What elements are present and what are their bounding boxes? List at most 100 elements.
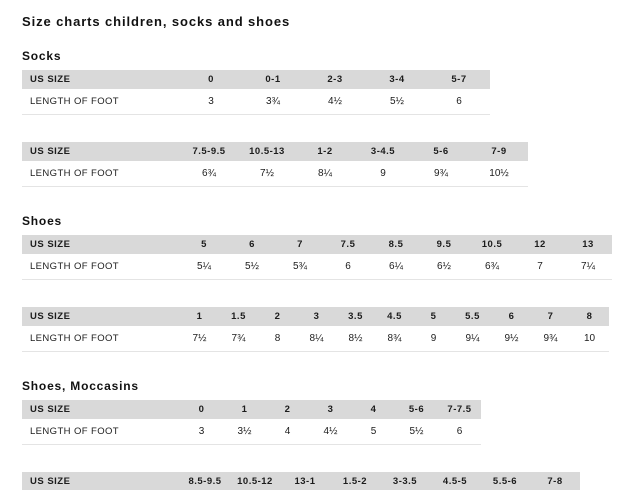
us-size-cell: 2 — [266, 400, 309, 419]
section-heading: Shoes — [22, 214, 63, 228]
us-size-cell: 5-6 — [395, 400, 438, 419]
sections-container: Socks US SIZE 0 0-1 2-3 3-4 5-7 LENGTH OF FOOT 3… — [22, 49, 634, 490]
length-of-foot-cell: 3¾ — [242, 89, 304, 115]
length-of-foot-cell: 6¾ — [180, 161, 238, 187]
length-of-foot-cell: 3 — [180, 89, 242, 115]
length-of-foot-cell: 4½ — [304, 89, 366, 115]
us-size-cell: 0-1 — [242, 70, 304, 89]
us-size-cell: 7 — [276, 235, 324, 254]
table-value-row: LENGTH OF FOOT 3 3¾ 4½ 5½ 6 — [22, 89, 490, 115]
length-of-foot-cell: 5½ — [366, 89, 428, 115]
length-of-foot-cell: 4½ — [309, 419, 352, 445]
length-of-foot-cell: 10 — [570, 326, 609, 352]
us-size-cell: 2 — [258, 307, 297, 326]
section-shoes: Shoes US SIZE 5 6 7 7.5 8.5 9.5 10.5 12 13 LENGTH O… — [22, 214, 634, 352]
us-size-cell: 8.5 — [372, 235, 420, 254]
length-of-foot-cell: 7½ — [238, 161, 296, 187]
size-table: US SIZE 8.5-9.5 10.5-12 13-1 1.5-2 3-3.5 4.5-5… — [22, 472, 580, 490]
us-size-cell: 6 — [492, 307, 531, 326]
us-size-cell: 13-1 — [280, 472, 330, 490]
length-of-foot-cell: 9½ — [492, 326, 531, 352]
us-size-cell: 4.5-5 — [430, 472, 480, 490]
us-size-cell: 7 — [531, 307, 570, 326]
size-table: US SIZE 1 1.5 2 3 3.5 4.5 5 5.5 6 7 8 LENGTH OF FOOT… — [22, 307, 609, 352]
length-of-foot-cell: 5¾ — [276, 254, 324, 280]
length-of-foot-label: LENGTH OF FOOT — [22, 161, 180, 187]
length-of-foot-cell: 6 — [438, 419, 481, 445]
length-of-foot-cell: 6 — [428, 89, 490, 115]
length-of-foot-label: LENGTH OF FOOT — [22, 419, 180, 445]
us-size-cell: 7-7.5 — [438, 400, 481, 419]
us-size-cell: 4.5 — [375, 307, 414, 326]
length-of-foot-cell: 4 — [266, 419, 309, 445]
length-of-foot-cell: 6¾ — [468, 254, 516, 280]
us-size-cell: 2-3 — [304, 70, 366, 89]
length-of-foot-cell: 9¾ — [412, 161, 470, 187]
us-size-cell: 5 — [414, 307, 453, 326]
us-size-cell: 7.5 — [324, 235, 372, 254]
us-size-cell: 5-7 — [428, 70, 490, 89]
length-of-foot-cell: 8¼ — [297, 326, 336, 352]
us-size-cell: 3 — [309, 400, 352, 419]
us-size-cell: 3-4 — [366, 70, 428, 89]
us-size-cell: 8.5-9.5 — [180, 472, 230, 490]
us-size-cell: 1 — [180, 307, 219, 326]
length-of-foot-cell: 7¼ — [564, 254, 612, 280]
section-heading: Shoes, Moccasins — [22, 379, 139, 393]
us-size-cell: 1.5-2 — [330, 472, 380, 490]
us-size-cell: 0 — [180, 70, 242, 89]
table-value-row: LENGTH OF FOOT 7½ 7¾ 8 8¼ 8½ 8¾ 9 9¼ 9½ 9¾ 10 — [22, 326, 609, 352]
us-size-cell: 7-8 — [530, 472, 580, 490]
length-of-foot-cell: 6¼ — [372, 254, 420, 280]
length-of-foot-cell: 3 — [180, 419, 223, 445]
length-of-foot-cell: 9¾ — [531, 326, 570, 352]
length-of-foot-label: LENGTH OF FOOT — [22, 89, 180, 115]
length-of-foot-cell: 9 — [354, 161, 412, 187]
us-size-label: US SIZE — [22, 235, 180, 254]
us-size-cell: 6 — [228, 235, 276, 254]
table-header-row: US SIZE 0 1 2 3 4 5-6 7-7.5 — [22, 400, 481, 419]
size-table: US SIZE 0 1 2 3 4 5-6 7-7.5 LENGTH OF FOOT 3 3½ 4 4½… — [22, 400, 481, 445]
us-size-label: US SIZE — [22, 307, 180, 326]
length-of-foot-cell: 6½ — [420, 254, 468, 280]
size-table: US SIZE 7.5-9.5 10.5-13 1-2 3-4.5 5-6 7-9 LENGT… — [22, 142, 528, 187]
length-of-foot-cell: 9¼ — [453, 326, 492, 352]
length-of-foot-cell: 9 — [414, 326, 453, 352]
us-size-cell: 0 — [180, 400, 223, 419]
us-size-cell: 7-9 — [470, 142, 528, 161]
table-value-row: LENGTH OF FOOT 3 3½ 4 4½ 5 5½ 6 — [22, 419, 481, 445]
us-size-cell: 5.5 — [453, 307, 492, 326]
length-of-foot-cell: 8¾ — [375, 326, 414, 352]
length-of-foot-cell: 8¼ — [296, 161, 354, 187]
us-size-cell: 5 — [180, 235, 228, 254]
us-size-cell: 3 — [297, 307, 336, 326]
us-size-cell: 3.5 — [336, 307, 375, 326]
us-size-cell: 3-4.5 — [354, 142, 412, 161]
us-size-cell: 8 — [570, 307, 609, 326]
table-value-row: LENGTH OF FOOT 5¼ 5½ 5¾ 6 6¼ 6½ 6¾ 7 7¼ — [22, 254, 612, 280]
section-shoes-moccasins: Shoes, Moccasins US SIZE 0 1 2 3 4 5-6 7-7.5 LENG… — [22, 379, 634, 490]
length-of-foot-cell: 8½ — [336, 326, 375, 352]
length-of-foot-cell: 6 — [324, 254, 372, 280]
section-heading: Socks — [22, 49, 62, 63]
table-header-row: US SIZE 5 6 7 7.5 8.5 9.5 10.5 12 13 — [22, 235, 612, 254]
length-of-foot-cell: 7½ — [180, 326, 219, 352]
us-size-cell: 3-3.5 — [380, 472, 430, 490]
length-of-foot-label: LENGTH OF FOOT — [22, 254, 180, 280]
us-size-cell: 10.5-13 — [238, 142, 296, 161]
us-size-cell: 13 — [564, 235, 612, 254]
table-header-row: US SIZE 1 1.5 2 3 3.5 4.5 5 5.5 6 7 8 — [22, 307, 609, 326]
length-of-foot-label: LENGTH OF FOOT — [22, 326, 180, 352]
table-header-row: US SIZE 8.5-9.5 10.5-12 13-1 1.5-2 3-3.5 4.5-5… — [22, 472, 580, 490]
length-of-foot-cell: 5½ — [228, 254, 276, 280]
table-value-row: LENGTH OF FOOT 6¾ 7½ 8¼ 9 9¾ 10½ — [22, 161, 528, 187]
us-size-cell: 12 — [516, 235, 564, 254]
us-size-cell: 1.5 — [219, 307, 258, 326]
us-size-cell: 1 — [223, 400, 266, 419]
us-size-cell: 4 — [352, 400, 395, 419]
length-of-foot-cell: 7¾ — [219, 326, 258, 352]
us-size-cell: 5-6 — [412, 142, 470, 161]
us-size-label: US SIZE — [22, 400, 180, 419]
us-size-cell: 7.5-9.5 — [180, 142, 238, 161]
